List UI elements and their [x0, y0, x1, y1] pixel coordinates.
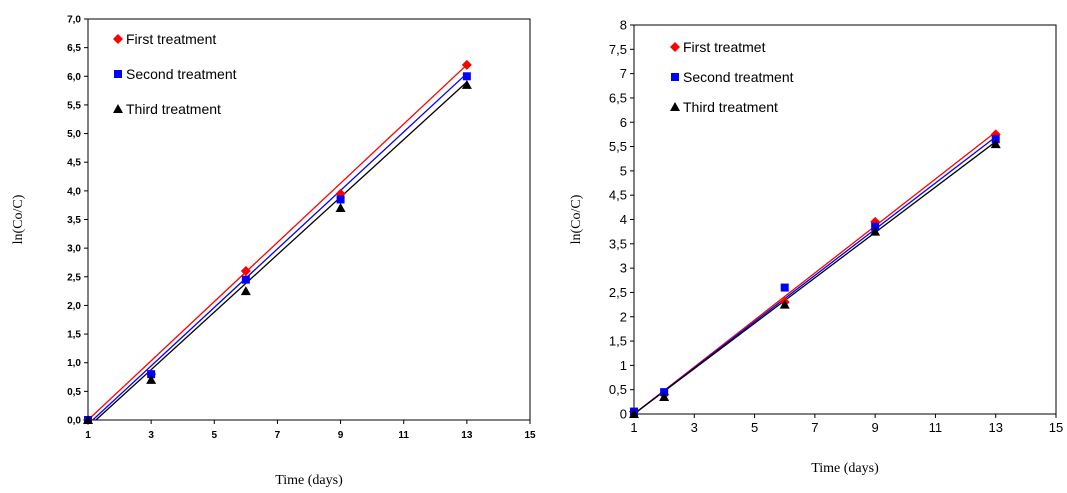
left-series-3-point-3: [240, 286, 251, 296]
left-y-tick-label: 7,0: [67, 15, 81, 26]
right-y-tick-label: 7,5: [609, 42, 627, 57]
chart-right-svg: 00,511,522,533,544,555,566,577,581 3 5 7 9 11…: [569, 18, 1063, 476]
left-legend-label-2: Second treatment: [126, 66, 237, 82]
right-x-tick-label: 11: [929, 420, 943, 435]
right-x-tick-label: 7: [811, 420, 818, 435]
right-x-axis-title: Time (days): [811, 461, 879, 476]
left-x-tick-label: 11: [398, 430, 409, 441]
left-x-tick-label: 13: [461, 430, 473, 441]
left-series-3-point-4: [335, 203, 346, 213]
right-series-3-point-3: [779, 299, 790, 309]
right-series-3-point-4: [870, 226, 881, 236]
left-legend-label-3: Third treatment: [126, 101, 221, 117]
left-legend-marker-2: [114, 70, 122, 78]
left-x-tick-label: 3: [148, 430, 154, 441]
left-series-1-point-5: [461, 59, 472, 70]
right-series-3-point-5: [990, 139, 1001, 149]
left-series-3-fit-line: [95, 81, 468, 421]
right-legend-label-2: Second treatment: [683, 69, 794, 85]
left-series-2-point-5: [462, 72, 471, 81]
left-series-3-point-5: [461, 79, 472, 89]
left-x-tick-label: 5: [212, 430, 218, 441]
left-series-3-point-1: [83, 415, 93, 424]
right-y-tick-label: 0: [620, 407, 627, 422]
left-series-1-fit-line: [87, 64, 468, 421]
right-x-tick-label: 15: [1049, 420, 1063, 435]
left-series-2-point-2: [147, 370, 156, 379]
right-y-tick-label: 5,5: [609, 139, 627, 154]
left-y-tick-label: 0,0: [67, 416, 81, 427]
chart-left: 0,0 0,5 1,0 1,5 2,0 2,5 3,0 3,5 4,0 4,5 5,0 5,5 6,0 6…: [11, 15, 536, 489]
right-y-axis-title: ln(Co/C): [569, 194, 584, 244]
left-y-tick-label: 1,0: [67, 358, 81, 369]
left-y-tick-label: 6,5: [67, 43, 81, 54]
right-legend-marker-1: [670, 42, 680, 52]
left-x-axis-title: Time (days): [275, 473, 343, 488]
right-legend-label-1: First treatmet: [683, 39, 766, 55]
right-x-tick-label: 3: [691, 420, 698, 435]
right-y-tick-label: 2,5: [609, 285, 627, 300]
left-y-tick-label: 2,5: [67, 272, 81, 283]
left-y-tick-label: 3,5: [67, 215, 81, 226]
left-x-tick-label: 15: [524, 430, 536, 441]
chart-left-svg: 0,0 0,5 1,0 1,5 2,0 2,5 3,0 3,5 4,0 4,5 5,0 5,5 6,0 6…: [11, 15, 536, 489]
right-y-tick-label: 1: [620, 358, 627, 373]
left-y-tick-label: 1,5: [67, 330, 81, 341]
right-y-tick-label: 3: [620, 261, 627, 276]
left-legend-label-1: First treatment: [126, 31, 216, 47]
right-x-tick-label: 13: [988, 420, 1002, 435]
right-y-tick-label: 4,5: [609, 188, 627, 203]
left-y-tick-label: 5,0: [67, 129, 81, 140]
right-legend: First treatmet Second treatment Third trea…: [670, 39, 794, 115]
chart-right: 0 0,5 1 1,5 2 2,5 3 3,5 4 4,5 5 5,5 6 6,5 7 7,5 8 1 3 5 7 9 11…: [545, 0, 1067, 493]
right-y-tick-label: 8: [620, 18, 627, 33]
right-legend-marker-2: [671, 73, 679, 81]
left-y-tick-label: 5,5: [67, 100, 81, 111]
right-y-tick-label: 4: [620, 212, 627, 227]
left-y-tick-label: 4,0: [67, 186, 81, 197]
left-legend-marker-3: [113, 104, 123, 113]
left-y-tick-label: 0,5: [67, 387, 81, 398]
left-series-2-fit-line: [92, 72, 468, 421]
right-series-3-point-2: [659, 391, 670, 401]
right-y-tick-label: 6,5: [609, 90, 627, 105]
left-y-tick-label: 4,5: [67, 158, 81, 169]
right-legend-marker-3: [670, 102, 680, 111]
left-y-tick-label: 6,0: [67, 72, 81, 83]
right-series-3-fit-line: [633, 141, 997, 415]
left-x-tick-label: 1: [85, 430, 91, 441]
left-y-tick-label: 2,0: [67, 301, 81, 312]
left-legend-marker-1: [113, 34, 123, 44]
right-x-tick-label: 9: [872, 420, 879, 435]
left-x-tick-label: 7: [275, 430, 281, 441]
right-series-3-point-1: [629, 409, 639, 418]
left-series-1-point-3: [240, 266, 251, 277]
left-legend: First treatment Second treatment Third tre…: [113, 31, 237, 117]
left-series-2-point-3: [241, 275, 250, 284]
left-x-tick-label: 9: [338, 430, 344, 441]
right-y-tick-label: 6: [620, 115, 627, 130]
right-x-tick-label: 5: [751, 420, 758, 435]
right-y-tick-label: 1,5: [609, 334, 627, 349]
right-legend-label-3: Third treatment: [683, 99, 778, 115]
right-y-tick-label: 0,5: [609, 382, 627, 397]
right-x-tick-label: 1: [630, 420, 637, 435]
left-series-3-point-2: [146, 374, 157, 384]
right-y-tick-label: 2: [620, 309, 627, 324]
left-y-tick-label: 3,0: [67, 244, 81, 255]
right-y-tick-label: 5: [620, 163, 627, 178]
right-y-tick-label: 7: [620, 66, 627, 81]
left-y-axis-title: ln(Co/C): [11, 194, 26, 244]
left-series-2-point-4: [336, 195, 345, 204]
right-y-tick-label: 3,5: [609, 236, 627, 251]
right-series-2-point-3: [780, 283, 789, 292]
